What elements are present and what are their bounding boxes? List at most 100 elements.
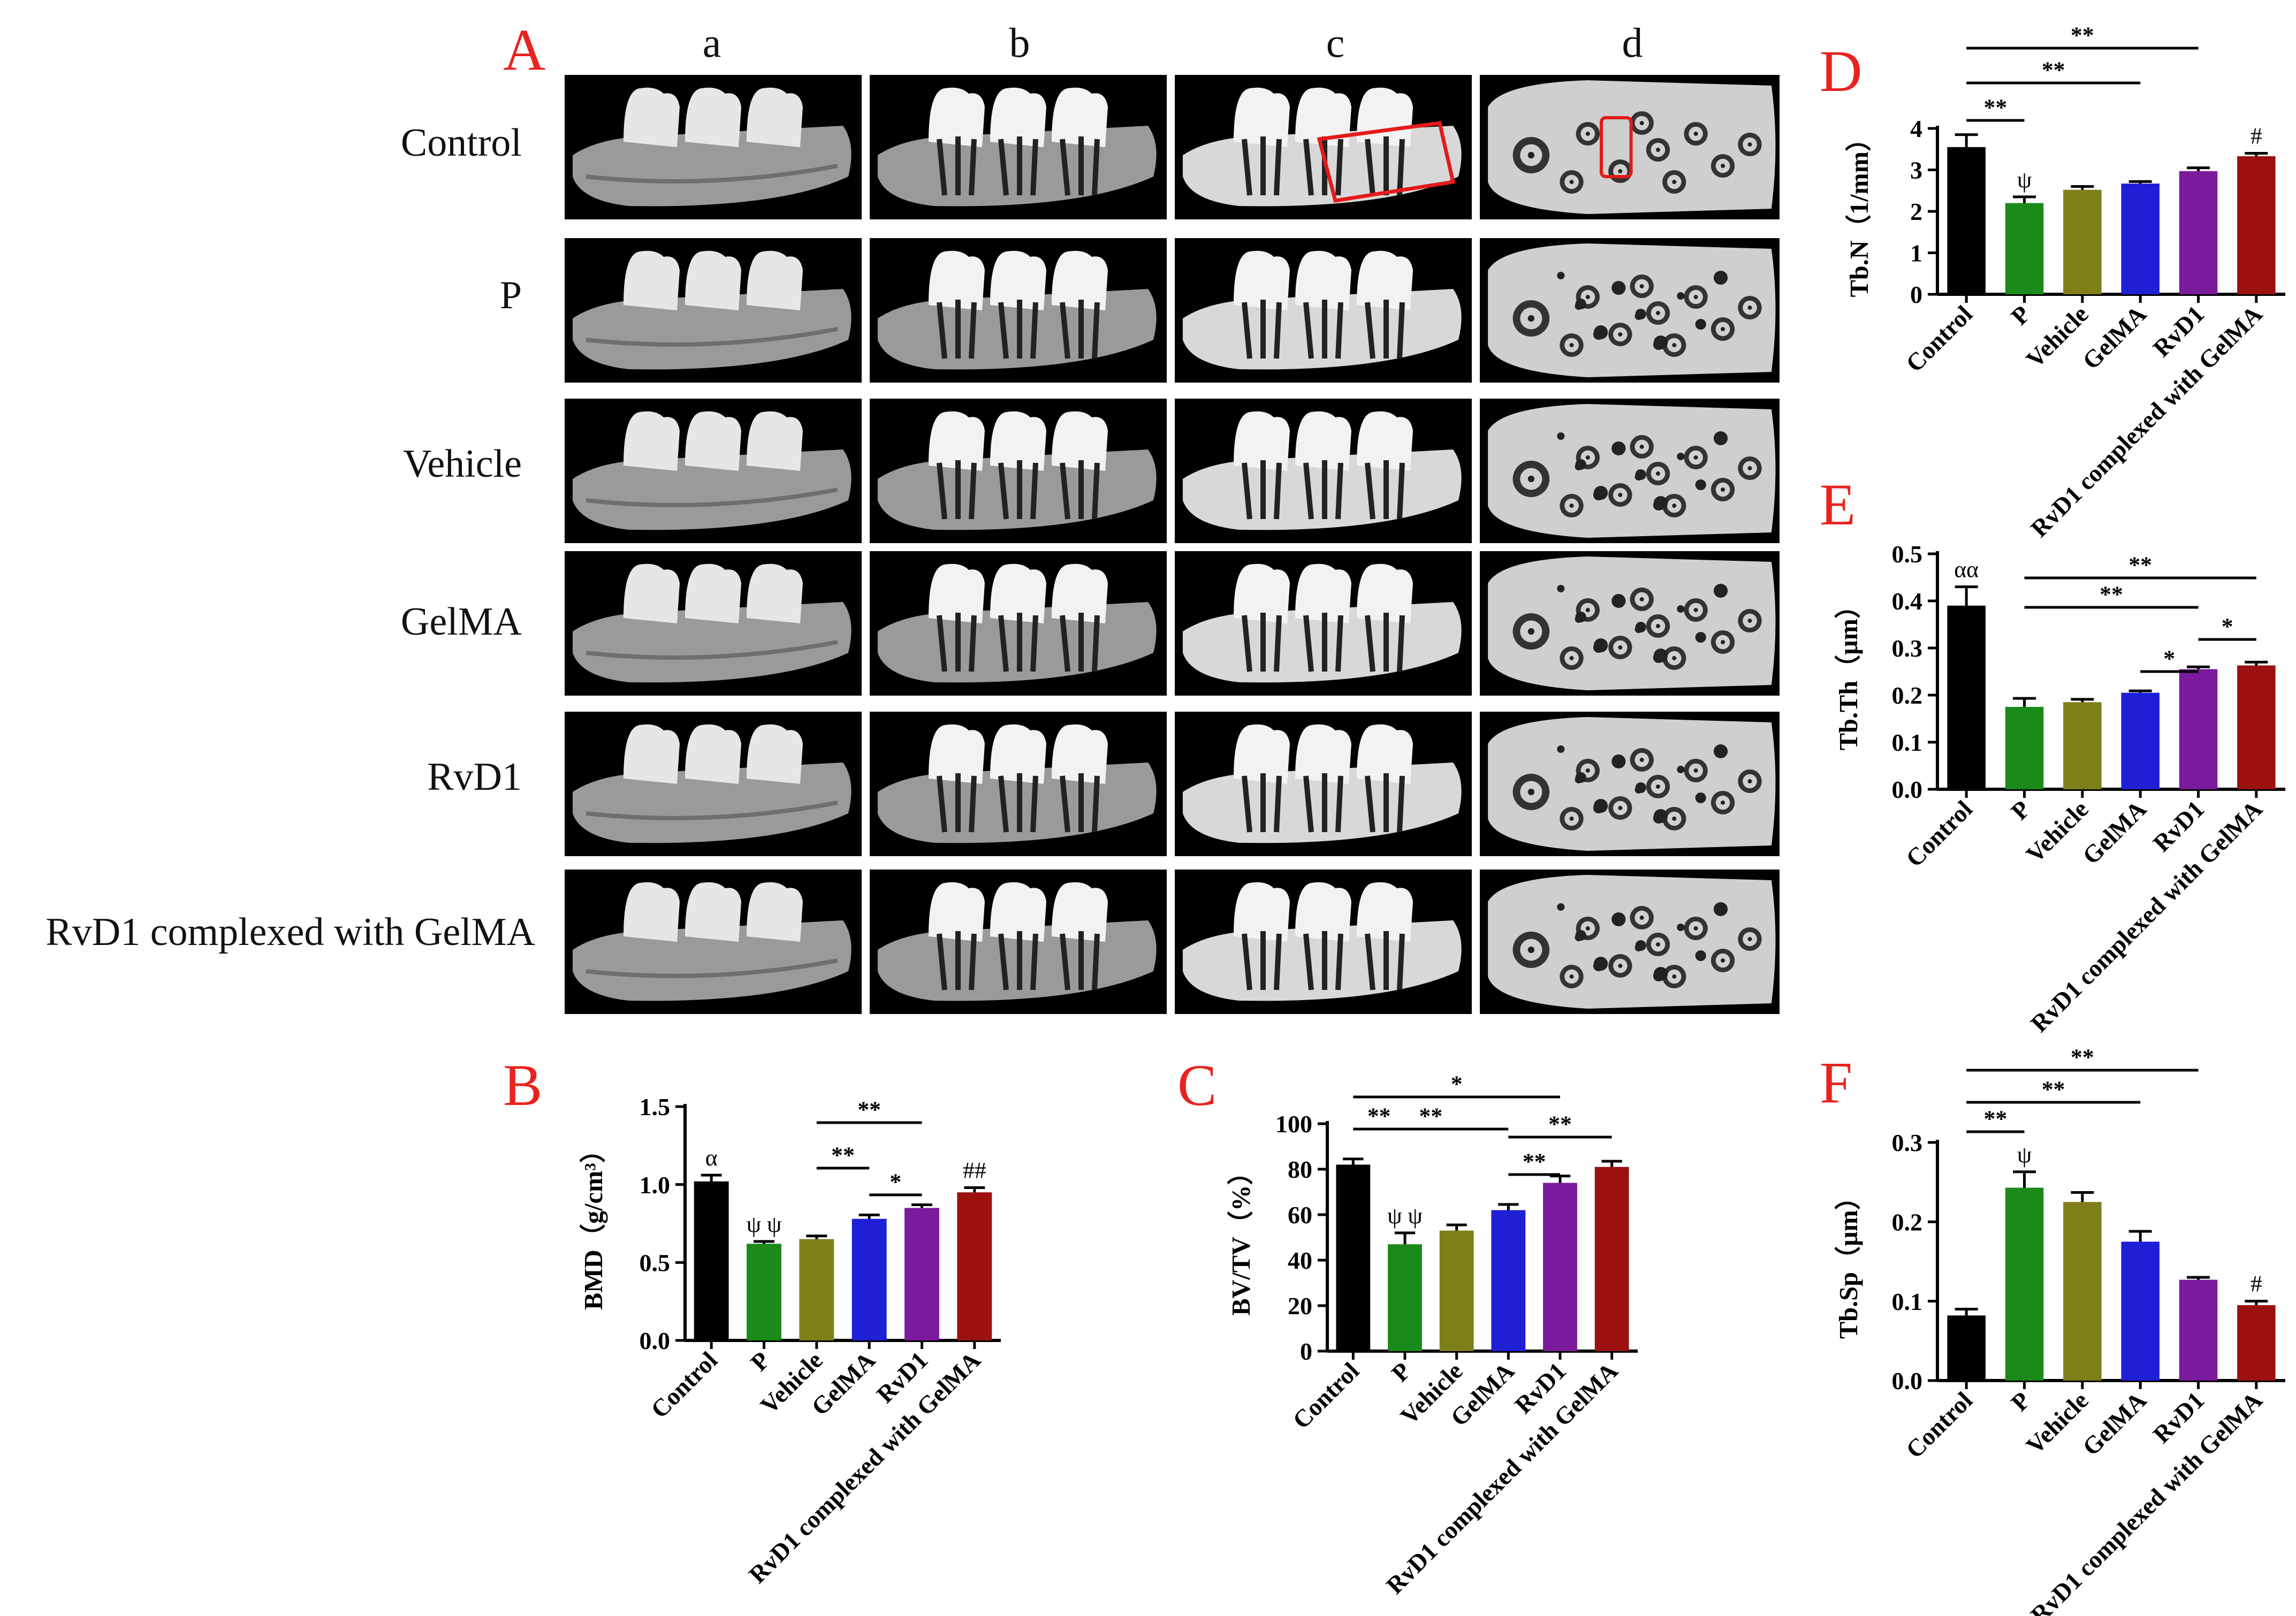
micro-ct-rvd1-sagittal-section — [1175, 712, 1472, 856]
molar-tooth-shape — [747, 724, 803, 784]
root-canal-dot — [1672, 343, 1677, 347]
micro-ct-gelma-cross-section — [1480, 551, 1780, 696]
y-tick-label: 60 — [1288, 1201, 1312, 1229]
root-canal-dot — [1585, 926, 1590, 931]
bone-loss-pore — [1575, 463, 1583, 470]
root-canal-dot — [1655, 148, 1660, 152]
bar-c-2 — [1439, 1230, 1474, 1351]
root-canal-dot — [1721, 487, 1725, 492]
bar-e-3 — [2121, 692, 2160, 789]
molar-tooth-shape — [1295, 411, 1351, 471]
bone-loss-pore — [1611, 281, 1626, 295]
jaw-bone-shape — [573, 449, 852, 530]
root-canal-dot — [1618, 169, 1623, 173]
root-canal-dot — [1747, 619, 1752, 623]
significance-stars: ** — [2071, 22, 2094, 48]
column-label-d: d — [1622, 19, 1643, 66]
root-canal-dot — [1618, 332, 1623, 337]
molar-tooth-shape — [929, 882, 985, 942]
y-tick-label: 0.2 — [1892, 1208, 1923, 1236]
y-tick-label: 0 — [1910, 281, 1922, 308]
molar-tooth-shape — [929, 87, 985, 147]
root-canal-dot — [1585, 768, 1590, 773]
bar-d-0 — [1947, 147, 1986, 294]
bone-loss-pore — [1634, 944, 1643, 951]
root-canal-dot — [1639, 445, 1644, 449]
chart-f-tbsp: F 0.0 0.1 0.2 0.3 Tb.Sp（μm） Control PVehicleGel… — [1820, 1045, 2285, 1616]
bar-d-5 — [2237, 156, 2276, 294]
bone-loss-pore — [1557, 432, 1565, 440]
root-canal-dot — [1721, 164, 1725, 168]
roi-box — [1600, 116, 1633, 178]
molar-tooth-shape — [1052, 724, 1108, 784]
molar-tooth-shape — [1295, 563, 1351, 623]
molar-tooth-shape — [624, 250, 680, 310]
root-canal-dot — [1585, 295, 1590, 299]
significance-stars: ** — [2042, 1077, 2065, 1102]
molar-tooth-shape — [1052, 411, 1108, 471]
molar-tooth-shape — [1052, 87, 1108, 147]
panel-letter-f: F — [1820, 1050, 1852, 1115]
bone-loss-pore — [1677, 766, 1685, 773]
significance-stars: * — [2163, 646, 2175, 672]
x-tick-label: GelMA — [2077, 795, 2151, 870]
bone-loss-pore — [1634, 626, 1643, 633]
x-tick-label: P — [2005, 1386, 2035, 1416]
tooth-root-canal — [1303, 773, 1343, 833]
tooth-root-canal — [1242, 613, 1282, 672]
molar-tooth-shape — [747, 882, 803, 942]
molar-tooth-shape — [1357, 250, 1413, 310]
root-canal-dot — [1693, 608, 1698, 612]
micro-ct-rvd1-gelma-3d-surface — [565, 870, 862, 1014]
tooth-root-canal — [1365, 300, 1405, 359]
significance-stars: ** — [2042, 57, 2065, 83]
mandibular-canal — [586, 487, 838, 507]
root-canal-dot — [1747, 779, 1752, 783]
molar-tooth-shape — [990, 563, 1046, 623]
root-canal-dot — [1527, 475, 1535, 483]
bar-f-1 — [2005, 1187, 2044, 1381]
y-tick-label: 0 — [1300, 1338, 1312, 1365]
bar-b-1 — [747, 1244, 781, 1340]
bone-loss-pore — [1653, 971, 1664, 981]
tooth-root-canal — [1303, 300, 1343, 359]
molar-tooth-shape — [1295, 87, 1351, 147]
tooth-root-canal — [1060, 300, 1100, 359]
x-tick-label: GelMA — [2077, 1386, 2151, 1461]
mandibular-canal — [586, 958, 838, 978]
jaw-bone-shape — [573, 126, 852, 207]
y-tick-label: 0.0 — [640, 1327, 671, 1354]
micro-ct-control-sagittal-section — [1175, 75, 1472, 219]
molar-tooth-shape — [929, 563, 985, 623]
x-tick-label: Control — [1287, 1357, 1364, 1434]
bone-loss-pore — [1653, 500, 1664, 510]
molar-tooth-shape — [1234, 882, 1290, 942]
molar-tooth-shape — [685, 724, 741, 784]
y-tick-label: 0.1 — [1892, 1288, 1923, 1315]
molar-tooth-shape — [1295, 882, 1351, 942]
significance-mark: ψ — [2017, 1142, 2032, 1168]
significance-stars: ** — [1419, 1103, 1442, 1129]
tooth-root-canal — [1303, 460, 1343, 520]
bar-e-5 — [2237, 665, 2276, 789]
x-tick-label: Vehicle — [2021, 300, 2094, 373]
molar-tooth-shape — [990, 411, 1046, 471]
root-canal-dot — [1569, 504, 1574, 508]
significance-mark: ψ ψ — [747, 1211, 782, 1237]
root-canal-dot — [1747, 142, 1752, 147]
jaw-bone-shape — [573, 289, 852, 370]
bar-b-5 — [957, 1192, 992, 1340]
chart-e-tbth: E 0.0 0.1 0.2 0.3 0.4 0.5 Tb.Th（μm） Control PVehi… — [1820, 472, 2285, 1038]
bone-loss-pore — [1557, 585, 1565, 592]
micro-ct-vehicle-sagittal-section — [1175, 399, 1472, 543]
y-tick-label: 40 — [1288, 1247, 1312, 1274]
significance-stars: ** — [831, 1142, 855, 1168]
significance-stars: ** — [857, 1097, 881, 1123]
molar-tooth-shape — [624, 882, 680, 942]
root-canal-dot — [1655, 784, 1660, 789]
molar-tooth-shape — [685, 87, 741, 147]
bar-b-2 — [799, 1239, 834, 1340]
tooth-root-canal — [1365, 136, 1405, 196]
column-label-b: b — [1009, 19, 1030, 66]
